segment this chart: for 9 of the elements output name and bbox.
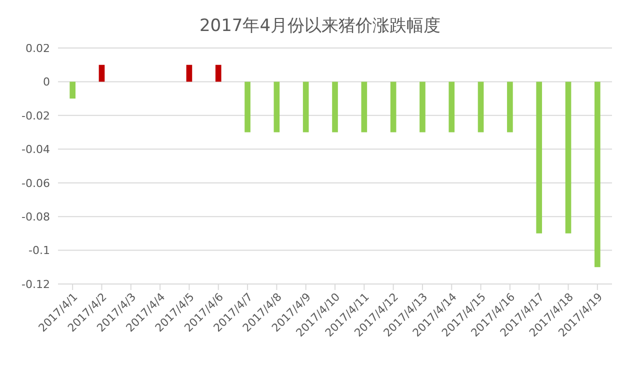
y-tick-label: 0.02 — [26, 42, 50, 55]
y-tick-label: -0.06 — [22, 176, 50, 190]
y-tick-label: -0.08 — [22, 210, 50, 224]
y-tick-label: 0 — [43, 76, 50, 89]
y-tick-label: -0.1 — [28, 244, 50, 258]
chart-title: 2017年4月份以来猪价涨跌幅度 — [199, 16, 441, 36]
y-tick-label: -0.12 — [22, 278, 50, 291]
y-tick-label: -0.04 — [22, 143, 50, 156]
y-tick-label: -0.02 — [22, 109, 50, 122]
